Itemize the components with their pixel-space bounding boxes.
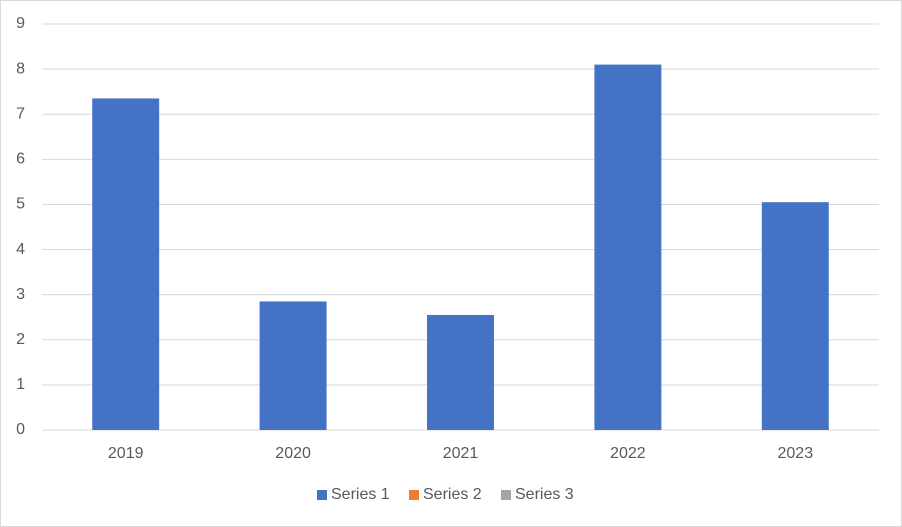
y-tick-label: 1 [16,376,25,393]
y-tick-label: 6 [16,151,25,168]
legend-label: Series 2 [423,486,482,503]
bar [92,98,160,430]
x-tick-label: 2020 [275,445,311,462]
bar [427,314,494,430]
y-tick-label: 4 [16,241,25,258]
bar [594,64,662,430]
y-tick-label: 5 [16,196,25,213]
y-tick-label: 2 [16,331,25,348]
x-tick-label: 2022 [610,445,646,462]
y-tick-label: 0 [16,421,25,438]
legend-swatch [409,490,419,500]
legend-label: Series 1 [331,486,390,503]
y-tick-label: 3 [16,286,25,303]
x-tick-label: 2021 [443,445,479,462]
y-tick-label: 7 [16,105,25,122]
bar [259,301,327,430]
y-tick-label: 9 [16,15,25,32]
legend-swatch [501,490,511,500]
x-tick-label: 2019 [108,445,144,462]
y-tick-label: 8 [16,60,25,77]
legend-swatch [317,490,327,500]
bar [761,202,829,430]
legend-label: Series 3 [515,486,574,503]
x-tick-label: 2023 [778,445,814,462]
